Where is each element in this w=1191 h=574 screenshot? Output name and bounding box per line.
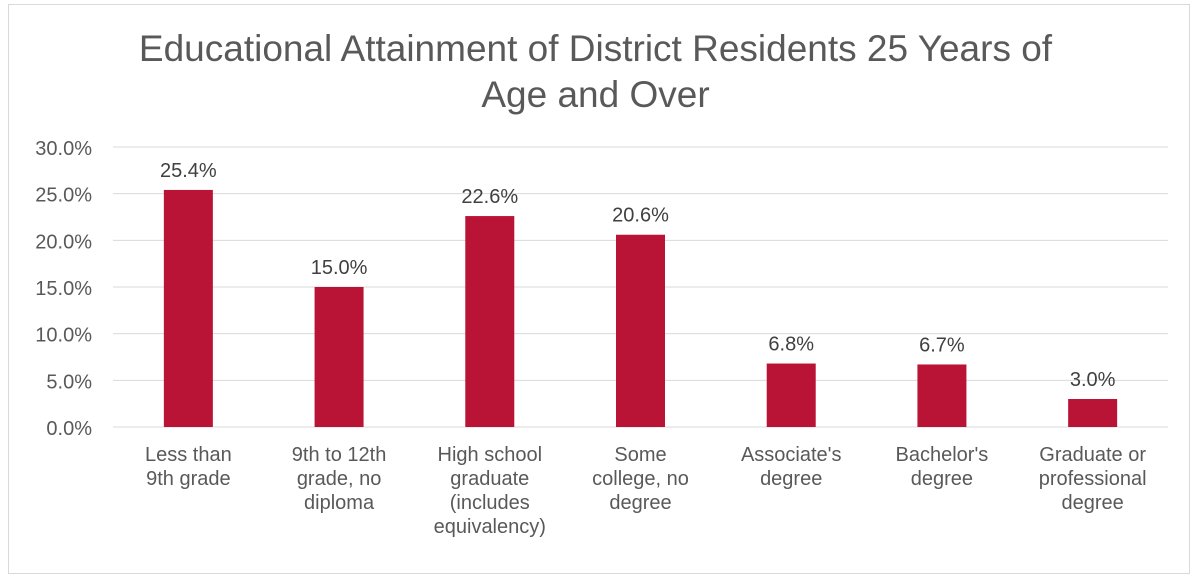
y-tick-label: 30.0% bbox=[35, 138, 92, 160]
chart-title-line-2: Age and Over bbox=[481, 74, 710, 115]
y-tick-label: 10.0% bbox=[35, 325, 92, 347]
bar bbox=[314, 287, 364, 427]
y-tick-label: 0.0% bbox=[46, 418, 92, 440]
x-tick-label: Graduate or bbox=[1039, 444, 1146, 466]
bar bbox=[163, 189, 213, 427]
chart-title-line-1: Educational Attainment of District Resid… bbox=[138, 28, 1053, 69]
x-tick-label: 9th grade bbox=[146, 468, 231, 490]
x-tick-label: 9th to 12th bbox=[292, 444, 387, 466]
x-tick-label: diploma bbox=[304, 492, 375, 514]
x-tick-label: Some bbox=[614, 444, 666, 466]
bar bbox=[917, 364, 967, 427]
y-tick-label: 5.0% bbox=[46, 371, 92, 393]
x-tick-label: college, no bbox=[592, 468, 689, 490]
x-tick-label: degree bbox=[911, 468, 973, 490]
bar bbox=[1068, 399, 1118, 427]
x-tick-label: professional bbox=[1039, 468, 1147, 490]
x-tick-label: (includes bbox=[450, 492, 530, 514]
x-tick-label: degree bbox=[1062, 492, 1124, 514]
data-label: 20.6% bbox=[612, 205, 669, 227]
chart-title: Educational Attainment of District Resid… bbox=[0, 26, 1191, 118]
data-label: 6.8% bbox=[768, 334, 814, 356]
y-tick-label: 25.0% bbox=[35, 185, 92, 207]
bar bbox=[616, 234, 665, 427]
x-tick-label: equivalency) bbox=[434, 516, 546, 538]
x-tick-label: Less than bbox=[145, 444, 232, 466]
x-tick-label: Associate's bbox=[741, 444, 842, 466]
data-label: 15.0% bbox=[311, 257, 368, 279]
y-tick-label: 20.0% bbox=[35, 231, 92, 253]
x-tick-label: High school bbox=[438, 444, 543, 466]
x-tick-label: graduate bbox=[450, 468, 529, 490]
data-label: 25.4% bbox=[160, 160, 217, 182]
x-tick-label: Bachelor's bbox=[896, 444, 989, 466]
data-label: 3.0% bbox=[1070, 369, 1116, 391]
y-tick-label: 15.0% bbox=[35, 278, 92, 300]
bar bbox=[465, 216, 515, 427]
bar bbox=[766, 363, 816, 427]
x-tick-label: degree bbox=[760, 468, 822, 490]
x-tick-label: grade, no bbox=[297, 468, 382, 490]
data-label: 22.6% bbox=[461, 186, 518, 208]
x-tick-label: degree bbox=[609, 492, 671, 514]
data-label: 6.7% bbox=[919, 334, 965, 356]
